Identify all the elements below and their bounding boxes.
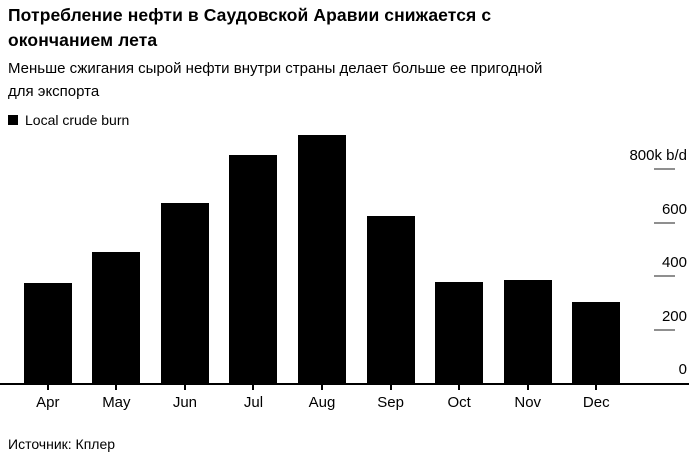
x-label-oct: Oct — [447, 394, 471, 411]
x-label-jun: Jun — [172, 394, 197, 411]
chart-title-line: Потребление нефти в Саудовской Аравии сн… — [8, 5, 492, 25]
bar-jun — [160, 202, 209, 383]
y-tick-line-600 — [654, 221, 675, 224]
chart-title-line: окончанием лета — [8, 30, 158, 50]
y-label-800: 800k b/d — [629, 147, 687, 165]
y-label-400: 400 — [661, 254, 687, 272]
x-label-sep: Sep — [377, 394, 404, 411]
y-label-200: 200 — [661, 307, 687, 325]
chart-subtitle-line: Меньше сжигания сырой нефти внутри стран… — [8, 60, 543, 77]
chart-subtitle-line: для экспорта — [8, 83, 100, 100]
y-label-600: 600 — [661, 200, 687, 218]
source-note: Источник: Кплер — [8, 436, 116, 452]
y-tick-line-800 — [654, 168, 675, 171]
bar-nov — [503, 280, 552, 383]
legend-label: Local crude burn — [25, 112, 130, 128]
bar-aug — [298, 134, 347, 383]
bar-may — [92, 252, 141, 383]
x-tick-sep — [389, 385, 392, 390]
x-label-nov: Nov — [514, 394, 542, 411]
x-tick-aug — [321, 385, 324, 390]
x-tick-oct — [458, 385, 461, 390]
x-label-dec: Dec — [582, 394, 610, 411]
legend: Local crude burn — [8, 112, 129, 128]
plot-area: 800k b/d 600 400 200 0 — [0, 130, 689, 385]
x-tick-jun — [183, 385, 186, 390]
x-axis: Apr May Jun Jul Aug Sep Oct Nov Dec — [0, 385, 689, 417]
bar-oct — [435, 281, 484, 383]
x-label-jul: Jul — [243, 394, 264, 411]
bar-sep — [366, 216, 415, 383]
x-label-apr: Apr — [36, 394, 60, 411]
chart-subtitle: Меньше сжигания сырой нефти внутри стран… — [8, 57, 542, 103]
x-label-may: May — [102, 394, 131, 411]
x-tick-nov — [526, 385, 529, 390]
y-tick-line-400 — [654, 275, 675, 278]
x-tick-dec — [595, 385, 598, 390]
x-tick-jul — [252, 385, 255, 390]
y-tick-line-200 — [654, 328, 675, 331]
x-tick-may — [115, 385, 118, 390]
chart-title: Потребление нефти в Саудовской Аравии сн… — [8, 3, 491, 53]
bar-apr — [23, 282, 72, 383]
legend-swatch-icon — [8, 115, 18, 125]
bar-dec — [572, 301, 621, 383]
x-tick-apr — [46, 385, 49, 390]
y-label-0: 0 — [678, 361, 687, 378]
bar-jul — [229, 154, 278, 383]
x-label-aug: Aug — [308, 394, 336, 411]
